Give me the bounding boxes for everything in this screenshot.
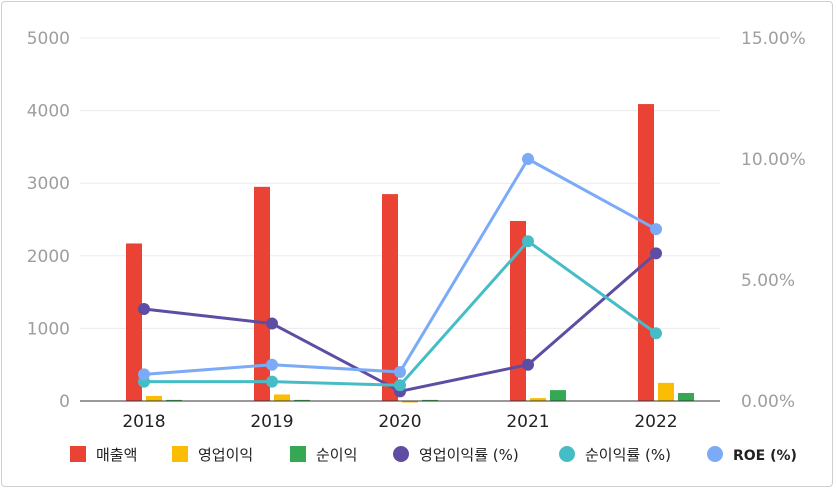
x-tick-label: 2018 <box>122 412 165 432</box>
point-영업이익률 (%)-2019 <box>266 317 278 330</box>
legend-label-ROE (%): ROE (%) <box>733 448 797 464</box>
line-series <box>138 153 662 398</box>
legend-label-영업이익률 (%): 영업이익률 (%) <box>419 446 519 464</box>
point-ROE (%)-2018 <box>138 368 150 381</box>
bar-매출액-2019 <box>254 186 270 401</box>
legend-swatch-영업이익률 (%) <box>393 446 409 462</box>
y-left-tick-label: 5000 <box>27 29 70 49</box>
bar-매출액-2022 <box>638 104 654 401</box>
point-순이익률 (%)-2019 <box>266 375 278 388</box>
legend-label-영업이익: 영업이익 <box>198 446 253 464</box>
point-순이익률 (%)-2022 <box>650 327 662 340</box>
point-영업이익률 (%)-2018 <box>138 303 150 316</box>
point-ROE (%)-2022 <box>650 223 662 236</box>
point-순이익률 (%)-2020 <box>394 379 406 392</box>
legend-swatch-순이익률 (%) <box>559 446 575 462</box>
x-tick-label: 2021 <box>506 412 549 432</box>
legend-label-순이익: 순이익 <box>316 446 357 464</box>
bar-영업이익-2022 <box>658 382 674 401</box>
x-tick-label: 2020 <box>378 412 421 432</box>
bar-순이익-2022 <box>678 393 694 401</box>
y-left-tick-label: 4000 <box>27 102 70 122</box>
bar-영업이익-2019 <box>274 394 290 401</box>
right-axis-ticks: 0.00% 5.00% 10.00% 15.00% <box>741 29 806 412</box>
gridlines <box>80 37 720 329</box>
bar-영업이익-2021 <box>530 398 546 401</box>
y-left-tick-label: 0 <box>59 392 70 412</box>
y-right-tick-label: 10.00% <box>741 150 806 170</box>
bar-순이익-2021 <box>550 390 566 401</box>
legend-label-순이익률 (%): 순이익률 (%) <box>585 446 671 464</box>
line-ROE (%) <box>143 157 657 376</box>
point-ROE (%)-2020 <box>394 365 406 378</box>
y-right-tick-label: 0.00% <box>741 392 795 412</box>
legend-swatch-순이익 <box>290 446 306 462</box>
legend-swatch-매출액 <box>70 446 86 462</box>
x-tick-label: 2019 <box>250 412 293 432</box>
point-영업이익률 (%)-2021 <box>522 358 534 371</box>
bar-매출액-2020 <box>382 194 398 401</box>
x-axis-ticks: 2018 2019 2020 2021 2022 <box>122 412 677 432</box>
y-left-tick-label: 1000 <box>27 319 70 339</box>
bar-매출액-2018 <box>126 243 142 401</box>
point-ROE (%)-2021 <box>522 153 534 165</box>
point-ROE (%)-2019 <box>266 358 278 371</box>
line-순이익률 (%) <box>144 239 657 387</box>
point-영업이익률 (%)-2022 <box>650 247 662 260</box>
legend-label-매출액: 매출액 <box>96 446 137 464</box>
x-tick-label: 2022 <box>634 412 677 432</box>
y-left-tick-label: 3000 <box>27 174 70 194</box>
legend-swatch-영업이익 <box>172 446 188 462</box>
left-axis-ticks: 0 1000 2000 3000 4000 5000 <box>27 29 70 412</box>
bar-series <box>126 104 694 403</box>
legend: 매출액 영업이익 순이익 영업이익률 (%) 순이익률 (%) ROE (%) <box>70 446 797 464</box>
bar-매출액-2021 <box>510 220 526 401</box>
bar-영업이익-2020 <box>402 401 418 403</box>
point-순이익률 (%)-2021 <box>522 235 534 248</box>
y-right-tick-label: 5.00% <box>741 271 795 291</box>
y-left-tick-label: 2000 <box>27 247 70 267</box>
y-right-tick-label: 15.00% <box>741 29 806 49</box>
bar-영업이익-2018 <box>146 395 162 401</box>
legend-swatch-ROE (%) <box>707 446 723 462</box>
